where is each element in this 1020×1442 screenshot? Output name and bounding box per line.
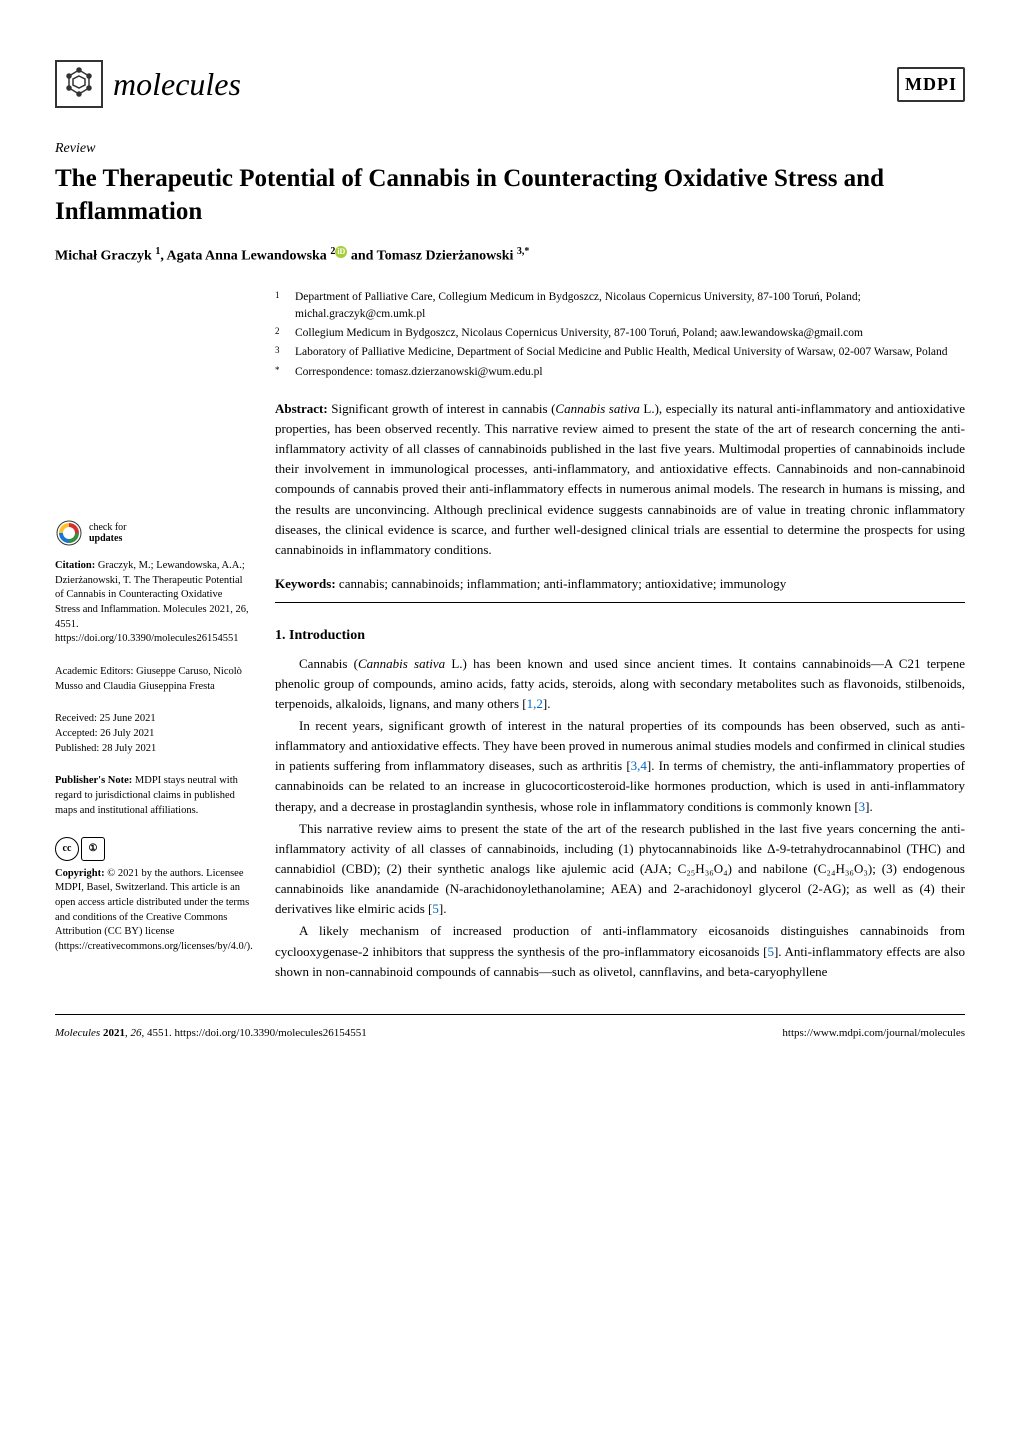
footer-citation: Molecules 2021, 26, 4551. https://doi.or… bbox=[55, 1025, 367, 1042]
section-1-title: 1. Introduction bbox=[275, 625, 965, 646]
check-updates-icon bbox=[55, 519, 83, 547]
keywords: Keywords: cannabis; cannabinoids; inflam… bbox=[275, 574, 965, 594]
sidebar: check for updates Citation: Graczyk, M.;… bbox=[55, 399, 250, 984]
journal-name: molecules bbox=[113, 60, 241, 108]
paragraph: This narrative review aims to present th… bbox=[275, 819, 965, 920]
authors: Michał Graczyk 1, Agata Anna Lewandowska… bbox=[55, 244, 965, 267]
affiliations: 1Department of Palliative Care, Collegiu… bbox=[275, 289, 965, 381]
publisher-logo: MDPI bbox=[897, 67, 965, 102]
paragraph: Cannabis (Cannabis sativa L.) has been k… bbox=[275, 654, 965, 714]
cc-license-icon[interactable]: cc ① bbox=[55, 837, 250, 861]
paragraph: A likely mechanism of increased producti… bbox=[275, 921, 965, 981]
check-updates-badge[interactable]: check for updates bbox=[55, 519, 250, 547]
article-title: The Therapeutic Potential of Cannabis in… bbox=[55, 163, 965, 228]
dates-block: Received: 25 June 2021 Accepted: 26 July… bbox=[55, 712, 250, 756]
main-content: Abstract: Significant growth of interest… bbox=[275, 399, 965, 984]
footer: Molecules 2021, 26, 4551. https://doi.or… bbox=[55, 1014, 965, 1042]
author-1: Michał Graczyk bbox=[55, 249, 152, 264]
author-2: Agata Anna Lewandowska bbox=[167, 249, 327, 264]
publisher-note-block: Publisher's Note: MDPI stays neutral wit… bbox=[55, 774, 250, 818]
author-3: Tomasz Dzierżanowski bbox=[377, 249, 514, 264]
molecules-icon bbox=[55, 60, 103, 108]
article-type: Review bbox=[55, 138, 965, 159]
check-updates-label: check for updates bbox=[89, 522, 126, 544]
editors-block: Academic Editors: Giuseppe Caruso, Nicol… bbox=[55, 665, 250, 694]
header: molecules MDPI bbox=[55, 60, 965, 108]
copyright-block: cc ① Copyright: © 2021 by the authors. L… bbox=[55, 837, 250, 955]
journal-logo: molecules bbox=[55, 60, 241, 108]
divider bbox=[275, 602, 965, 603]
orcid-icon[interactable]: iD bbox=[335, 246, 347, 258]
paragraph: In recent years, significant growth of i… bbox=[275, 716, 965, 817]
footer-url[interactable]: https://www.mdpi.com/journal/molecules bbox=[782, 1025, 965, 1042]
citation-block: Citation: Graczyk, M.; Lewandowska, A.A.… bbox=[55, 559, 250, 647]
abstract: Abstract: Significant growth of interest… bbox=[275, 399, 965, 560]
